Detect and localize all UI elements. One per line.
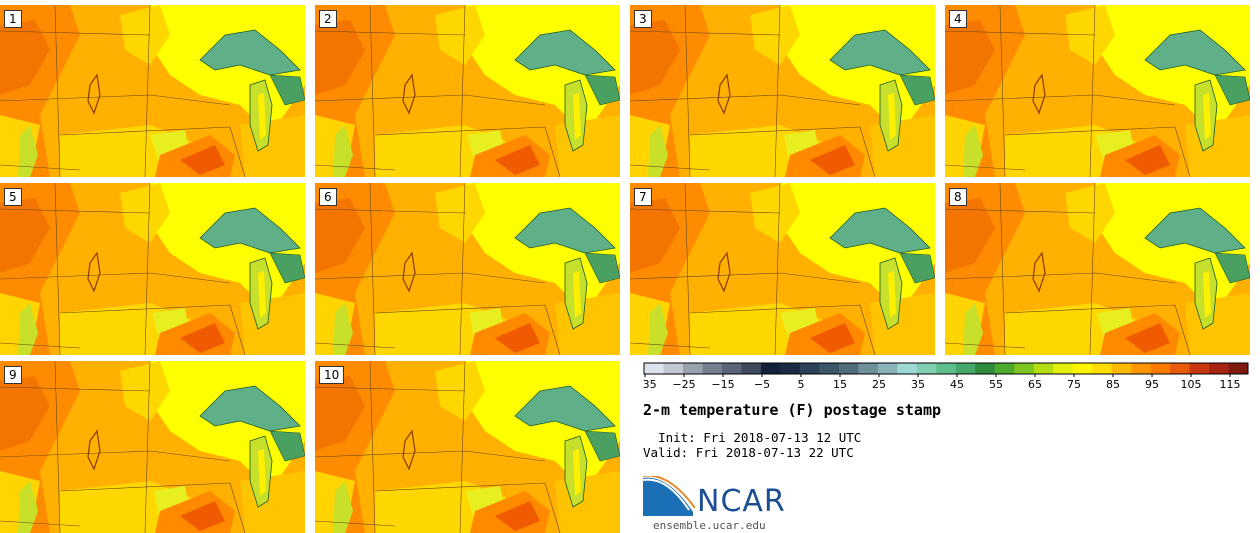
member-number-label: 7 (634, 188, 652, 206)
colorbar-tick-label: 25 (872, 378, 886, 391)
colorbar-tick-label: 35 (911, 378, 925, 391)
colorbar-swatch (858, 363, 879, 374)
valid-label: Valid: (643, 445, 689, 460)
colorbar-swatch (1072, 363, 1093, 374)
init-value: Fri 2018-07-13 12 UTC (703, 430, 862, 445)
colorbar-swatch (1053, 363, 1074, 374)
colorbar-tick-label: 5 (798, 378, 805, 391)
colorbar-swatch (1092, 363, 1113, 374)
temperature-map (0, 183, 305, 355)
colorbar-tick-label: 115 (1220, 378, 1241, 391)
ensemble-member-panel: 2 (315, 5, 620, 177)
colorbar-swatch (916, 363, 937, 374)
ensemble-member-panel: 1 (0, 5, 305, 177)
colorbar-swatch (1189, 363, 1210, 374)
site-url: ensemble.ucar.edu (653, 519, 766, 532)
colorbar-swatch (936, 363, 957, 374)
member-number-label: 2 (319, 10, 337, 28)
colorbar-swatch (838, 363, 859, 374)
temperature-map (630, 183, 935, 355)
member-number-label: 10 (319, 366, 345, 384)
colorbar-tick-label: −25 (672, 378, 695, 391)
colorbar-swatch (1014, 363, 1035, 374)
colorbar-swatch (1033, 363, 1054, 374)
ensemble-member-panel: 9 (0, 361, 305, 533)
ensemble-member-panel: 6 (315, 183, 620, 355)
member-number-label: 5 (4, 188, 22, 206)
chart-title: 2-m temperature (F) postage stamp (643, 401, 942, 419)
colorbar-swatch (760, 363, 781, 374)
valid-value: Fri 2018-07-13 22 UTC (695, 445, 854, 460)
temperature-map (630, 5, 935, 177)
colorbar-swatch (975, 363, 996, 374)
colorbar-tick-label: 55 (989, 378, 1003, 391)
colorbar-tick-label: 105 (1181, 378, 1202, 391)
colorbar-swatch (780, 363, 801, 374)
colorbar-swatch (1209, 363, 1230, 374)
ensemble-member-panel: 10 (315, 361, 620, 533)
colorbar-swatch (897, 363, 918, 374)
colorbar-swatch (644, 363, 664, 374)
colorbar-swatch (1170, 363, 1191, 374)
colorbar-swatch (994, 363, 1015, 374)
colorbar-swatch (1111, 363, 1132, 374)
colorbar-tick-label: −15 (711, 378, 734, 391)
temperature-map (945, 5, 1250, 177)
ncar-logo-text: NCAR (697, 484, 786, 519)
colorbar-swatch (799, 363, 820, 374)
colorbar-swatch (663, 363, 684, 374)
colorbar-swatch (682, 363, 703, 374)
ensemble-member-panel: 4 (945, 5, 1250, 177)
temperature-map (315, 5, 620, 177)
member-number-label: 3 (634, 10, 652, 28)
ensemble-member-panel: 7 (630, 183, 935, 355)
colorbar-tick-label: −35 (643, 378, 657, 391)
colorbar-swatch (877, 363, 898, 374)
colorbar-tick-label: 15 (833, 378, 847, 391)
colorbar-swatch (1228, 363, 1249, 374)
member-number-label: 4 (949, 10, 967, 28)
member-number-label: 8 (949, 188, 967, 206)
ncar-logo-icon (643, 476, 695, 516)
colorbar-tick-label: 95 (1145, 378, 1159, 391)
colorbar-outline (643, 362, 1249, 375)
member-number-label: 1 (4, 10, 22, 28)
colorbar-swatch (819, 363, 840, 374)
colorbar-swatch (1131, 363, 1152, 374)
colorbar-swatch (1150, 363, 1171, 374)
colorbar-tick-label: 45 (950, 378, 964, 391)
temperature-map (945, 183, 1250, 355)
init-label: Init: (658, 430, 696, 445)
colorbar-tick-label: 65 (1028, 378, 1042, 391)
temperature-map (315, 361, 620, 533)
ensemble-member-panel: 5 (0, 183, 305, 355)
temperature-map (315, 183, 620, 355)
member-number-label: 9 (4, 366, 22, 384)
colorbar-tick-label: 85 (1106, 378, 1120, 391)
temperature-map (0, 5, 305, 177)
member-number-label: 6 (319, 188, 337, 206)
colorbar-tick-label: 75 (1067, 378, 1081, 391)
colorbar-swatch (741, 363, 762, 374)
ensemble-member-panel: 3 (630, 5, 935, 177)
colorbar-tick-label: −5 (754, 378, 770, 391)
colorbar-swatch (955, 363, 976, 374)
colorbar-swatch (702, 363, 723, 374)
temperature-colorbar: −35 −25 −15 −5 5 15 25 35 45 55 65 75 85 95 105 115 (643, 362, 1249, 391)
init-time: Init: Fri 2018-07-13 12 UTC (643, 430, 861, 445)
valid-time: Valid: Fri 2018-07-13 22 UTC (643, 445, 854, 460)
ensemble-member-panel: 8 (945, 183, 1250, 355)
colorbar-swatch (721, 363, 742, 374)
temperature-map (0, 361, 305, 533)
